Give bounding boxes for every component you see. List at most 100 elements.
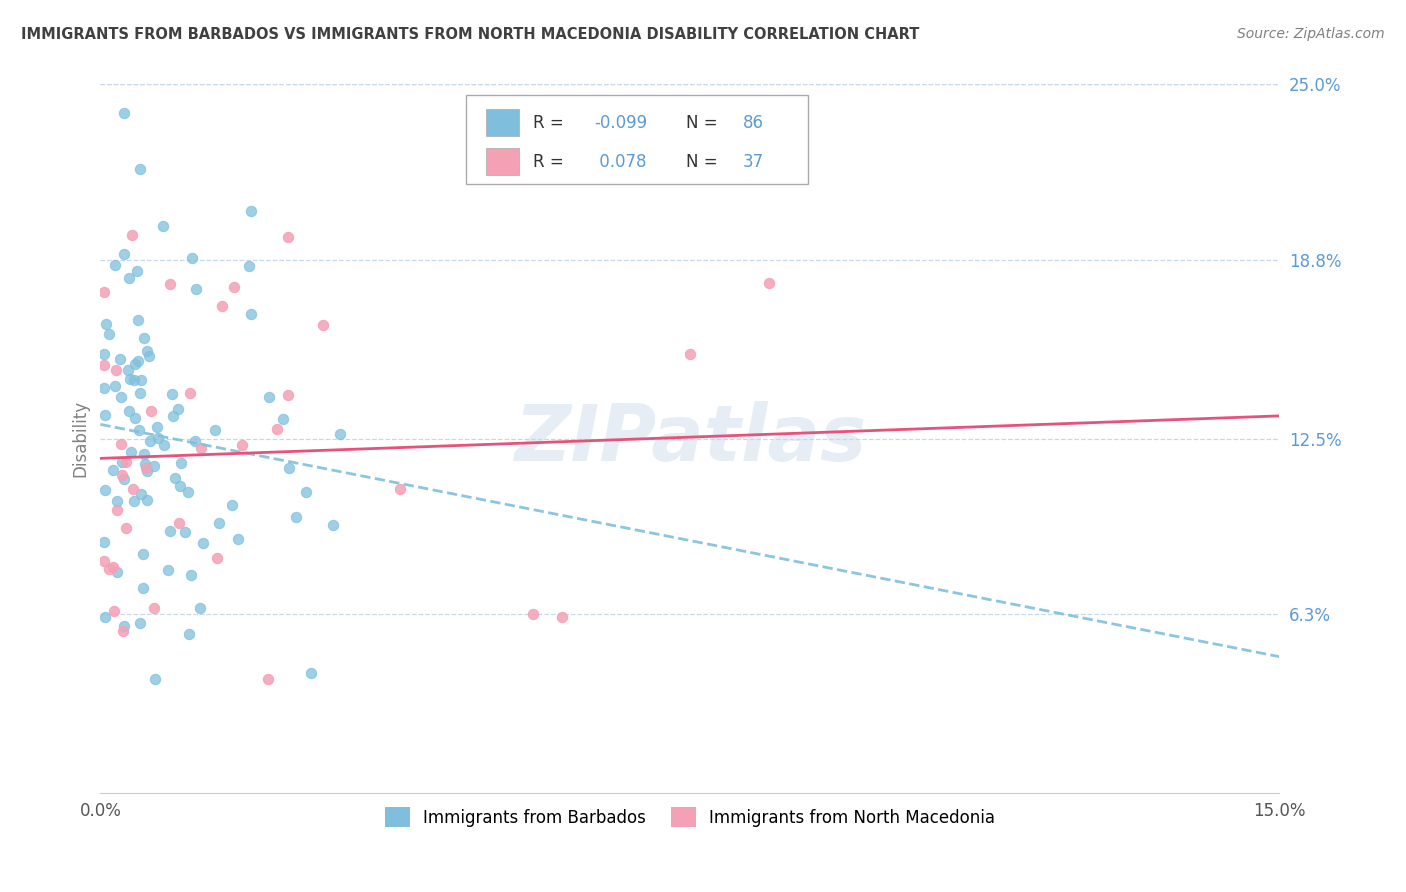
Point (312, 318, 335, 333)
Point (132, 331, 155, 345)
Point (136, 464, 159, 478)
Point (128, 162, 150, 177)
Point (98, 327, 121, 342)
Point (93, 535, 115, 549)
Point (135, 461, 157, 475)
Point (112, 247, 135, 261)
Point (103, 604, 125, 618)
Point (136, 493, 159, 508)
Point (277, 229, 299, 244)
Point (128, 615, 150, 630)
Point (152, 438, 174, 452)
Text: ZIPatlas: ZIPatlas (513, 401, 866, 476)
Point (388, 482, 411, 496)
Point (129, 373, 152, 387)
Point (146, 431, 169, 445)
Point (188, 601, 211, 615)
Point (111, 467, 134, 482)
Point (295, 485, 318, 500)
Point (240, 307, 263, 321)
Point (285, 510, 308, 524)
Point (204, 423, 226, 437)
Text: 37: 37 (742, 153, 763, 171)
Point (221, 498, 243, 512)
Point (129, 487, 152, 501)
Point (160, 387, 183, 401)
Point (105, 502, 128, 516)
Point (122, 372, 145, 386)
Point (184, 282, 207, 296)
Text: R =: R = (533, 114, 569, 132)
Point (299, 665, 322, 680)
Point (184, 434, 207, 449)
Point (180, 568, 202, 582)
Point (118, 271, 141, 285)
Text: N =: N = (686, 114, 723, 132)
Point (145, 673, 167, 687)
Point (101, 463, 124, 477)
Text: Source: ZipAtlas.com: Source: ZipAtlas.com (1237, 27, 1385, 41)
Text: N =: N = (686, 153, 723, 171)
Point (159, 277, 181, 291)
Point (105, 494, 128, 508)
Point (122, 482, 145, 496)
Point (329, 426, 352, 441)
Point (277, 461, 299, 475)
Point (277, 388, 299, 402)
Point (93, 381, 115, 395)
Point (139, 404, 162, 418)
Point (128, 424, 150, 438)
Point (132, 581, 155, 595)
FancyBboxPatch shape (486, 109, 519, 136)
Point (93, 358, 115, 372)
Point (159, 524, 181, 538)
Point (191, 536, 214, 550)
Point (93, 347, 115, 361)
Point (104, 258, 127, 272)
Text: R =: R = (533, 153, 569, 171)
Point (162, 409, 184, 424)
FancyBboxPatch shape (465, 95, 808, 184)
Point (111, 455, 134, 469)
Point (170, 456, 193, 470)
Point (104, 379, 127, 393)
Point (97, 562, 120, 576)
Point (231, 438, 253, 452)
Point (165, 471, 187, 485)
Point (105, 565, 128, 579)
Point (167, 516, 190, 530)
Point (156, 563, 179, 577)
Point (139, 434, 162, 448)
Point (142, 459, 165, 474)
Point (94, 610, 117, 624)
Point (93, 554, 115, 568)
Point (112, 619, 135, 633)
Text: -0.099: -0.099 (595, 114, 648, 132)
Point (93, 483, 115, 497)
Point (169, 479, 191, 493)
Point (132, 447, 155, 461)
Point (758, 276, 780, 290)
Text: 86: 86 (742, 114, 763, 132)
Point (211, 299, 233, 313)
Point (134, 457, 156, 471)
Legend: Immigrants from Barbados, Immigrants from North Macedonia: Immigrants from Barbados, Immigrants fro… (378, 800, 1002, 834)
Point (124, 357, 146, 371)
Point (322, 517, 344, 532)
Point (142, 601, 165, 615)
Point (138, 349, 160, 363)
Point (522, 607, 544, 622)
Y-axis label: Disability: Disability (72, 400, 89, 477)
Point (112, 472, 135, 486)
Point (222, 280, 245, 294)
Point (94, 408, 117, 422)
Point (125, 264, 148, 278)
Point (174, 524, 197, 539)
Point (679, 346, 702, 360)
Point (257, 391, 280, 405)
Point (118, 404, 141, 418)
Point (120, 445, 142, 459)
Point (110, 390, 132, 404)
Point (118, 372, 141, 386)
Text: IMMIGRANTS FROM BARBADOS VS IMMIGRANTS FROM NORTH MACEDONIA DISABILITY CORRELATI: IMMIGRANTS FROM BARBADOS VS IMMIGRANTS F… (21, 27, 920, 42)
